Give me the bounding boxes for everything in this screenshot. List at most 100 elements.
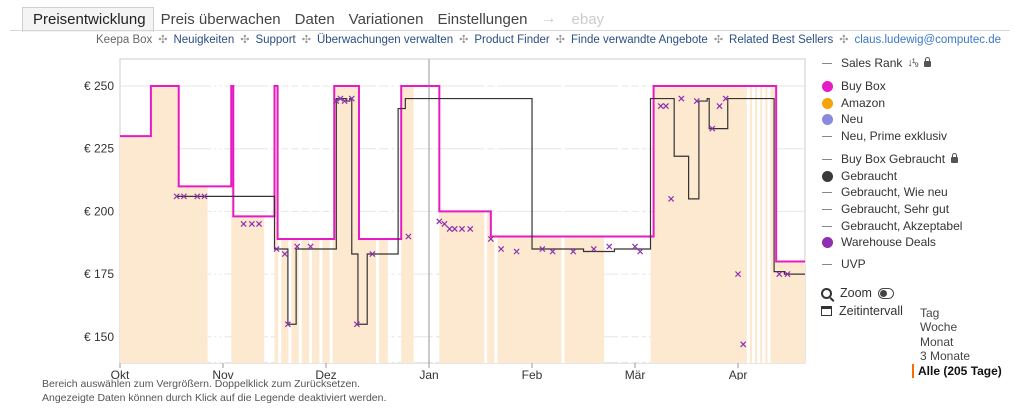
warehouse-point (662, 103, 669, 110)
warehouse-point (273, 245, 280, 253)
price-history-chart[interactable]: € 250 € 225 € 200 € 175 € 150 Okt Nov Dez Jan Feb… (0, 50, 812, 380)
warehouse-point (240, 220, 247, 227)
legend-sales-rank[interactable]: Sales Rank ↓¹₉ (821, 55, 931, 71)
legend-label: Gebraucht, Wie neu (841, 185, 948, 199)
warehouse-point (201, 193, 208, 200)
zoom-label: Zoom (840, 286, 872, 300)
legend-uvp[interactable]: UVP (821, 256, 866, 272)
warehouse-point (467, 225, 474, 232)
warehouse-point (369, 251, 376, 258)
warehouse-point (570, 248, 577, 255)
legend-neu[interactable]: Neu (821, 111, 863, 127)
legend-gebraucht-sehr-gut[interactable]: Gebraucht, Sehr gut (821, 201, 949, 217)
subnav-product-finder[interactable]: Product Finder (474, 33, 550, 46)
tab-einstellungen[interactable]: Einstellungen (437, 11, 528, 28)
subnav-keepa-box: Keepa Box (96, 33, 153, 46)
user-email-link[interactable]: claus.ludewig@computec.de (854, 33, 1002, 46)
warehouse-point (248, 220, 255, 227)
legend-label: Gebraucht, Sehr gut (841, 202, 950, 216)
y-tick-label: € 225 (84, 142, 114, 156)
legend-buy-box[interactable]: Buy Box (821, 78, 886, 94)
warehouse-point (590, 245, 597, 253)
zeitintervall-label: Zeitintervall (839, 304, 903, 318)
legend-label: Neu (841, 112, 864, 126)
subnav-verwandte-angebote[interactable]: Finde verwandte Angebote (570, 33, 708, 46)
subnav-ueberwachungen-verwalten[interactable]: Überwachungen verwalten (316, 33, 454, 46)
warehouse-point (716, 103, 723, 110)
warehouse-point (194, 193, 201, 200)
warehouse-point (284, 321, 291, 328)
sort-icon[interactable]: ↓¹₉ (907, 57, 918, 69)
tab-daten[interactable]: Daten (294, 11, 335, 28)
warehouse-point (668, 195, 675, 202)
y-tick-label: € 150 (84, 330, 114, 344)
zoom-toggle[interactable] (877, 287, 894, 299)
legend-amazon[interactable]: Amazon (821, 95, 885, 111)
tab-bar: Preisentwicklung Preis überwachen Daten … (22, 6, 611, 32)
chart-hint-zoom: Bereich auswählen zum Vergrößern. Doppel… (42, 378, 361, 390)
legend-buy-box-gebraucht[interactable]: Buy Box Gebraucht (821, 151, 959, 167)
x-tick-label: Apr (729, 368, 748, 380)
calendar-icon (821, 306, 832, 316)
legend-neu-prime[interactable]: Neu, Prime exklusiv (821, 128, 947, 144)
warehouse-point (709, 125, 716, 132)
x-tick-label: Feb (522, 368, 543, 380)
warehouse-point (451, 225, 458, 232)
legend-gebraucht-akzeptabel[interactable]: Gebraucht, Akzeptabel (821, 218, 962, 234)
legend-label: Buy Box Gebraucht (841, 152, 946, 166)
warehouse-point (722, 95, 729, 102)
warehouse-point (405, 233, 412, 240)
range-monat[interactable]: Monat (920, 335, 954, 349)
zoom-magnifier-icon (821, 287, 832, 299)
warehouse-point (637, 248, 644, 255)
x-tick-label: Jan (419, 368, 438, 380)
subnav-support[interactable]: Support (255, 33, 296, 46)
warehouse-point (693, 98, 700, 105)
warehouse-point (498, 245, 505, 253)
zeitintervall-control: Zeitintervall (821, 304, 903, 318)
sub-navigation: Keepa Box ✣ Neuigkeiten ✣ Support ✣ Über… (96, 33, 1002, 47)
separator-icon: ✣ (713, 34, 724, 46)
arrow-right-icon: → (540, 10, 557, 27)
range-tag[interactable]: Tag (920, 306, 940, 320)
legend-gebraucht-wie-neu[interactable]: Gebraucht, Wie neu (821, 184, 948, 200)
x-tick-label: Dez (315, 368, 336, 380)
warehouse-point (446, 225, 453, 232)
legend-label: Gebraucht (841, 169, 898, 183)
subnav-related-best-sellers[interactable]: Related Best Sellers (729, 33, 834, 46)
legend-label: UVP (841, 257, 866, 271)
subnav-neuigkeiten[interactable]: Neuigkeiten (173, 33, 235, 46)
tab-variationen[interactable]: Variationen (348, 11, 424, 28)
tab-preis-ueberwachen[interactable]: Preis überwachen (160, 11, 281, 28)
y-tick-label: € 250 (84, 79, 114, 93)
warehouse-point (281, 251, 288, 258)
warehouse-point (657, 103, 664, 110)
legend-label: Buy Box (841, 79, 886, 93)
legend-label: Warehouse Deals (841, 235, 936, 249)
legend-warehouse-deals[interactable]: Warehouse Deals (821, 234, 936, 250)
separator-icon: ✣ (459, 34, 469, 46)
warehouse-point (337, 95, 344, 102)
warehouse-point (740, 341, 747, 348)
range-3-monate[interactable]: 3 Monate (920, 349, 971, 363)
range-alle[interactable]: Alle (205 Tage) (912, 364, 1002, 378)
warehouse-point (256, 220, 263, 227)
legend-label: Neu, Prime exklusiv (841, 129, 948, 143)
warehouse-point (436, 218, 443, 225)
range-woche[interactable]: Woche (920, 320, 958, 334)
warehouse-point (333, 98, 340, 105)
series-buy-box-line (120, 85, 805, 263)
warehouse-point (441, 220, 448, 227)
legend-label: Amazon (841, 96, 886, 110)
lock-icon (923, 57, 931, 67)
series-gebraucht-line (176, 97, 805, 325)
tab-preisentwicklung[interactable]: Preisentwicklung (22, 7, 154, 32)
legend-label: Gebraucht, Akzeptabel (841, 219, 963, 233)
warehouse-point (180, 193, 187, 200)
warehouse-point (606, 243, 613, 250)
x-tick-label: Nov (212, 368, 233, 380)
legend-gebraucht[interactable]: Gebraucht (821, 168, 897, 184)
tab-ebay[interactable]: ebay (571, 11, 605, 28)
warehouse-point (549, 248, 556, 255)
x-tick-label: Okt (111, 368, 130, 380)
